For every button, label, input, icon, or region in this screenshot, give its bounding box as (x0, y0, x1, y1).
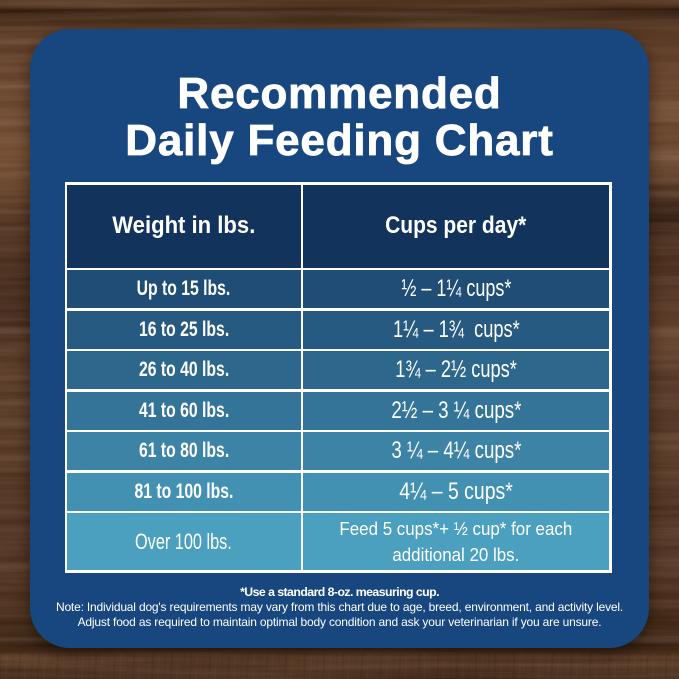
table-row-4: 41 to 60 lbs. 2½ – 3 ¼ cups* (67, 391, 609, 430)
cups-text: 2½ – 3 ¼ cups* (390, 396, 522, 424)
weight-cell: 61 to 80 lbs. (67, 432, 301, 470)
cups-text: Feed 5 cups*+ ½ cup* for each additional… (339, 518, 573, 565)
header-cups-label: Cups per day* (385, 212, 527, 239)
weight-cell: 26 to 40 lbs. (67, 351, 301, 389)
table-row-2: 16 to 25 lbs. 1¼ – 1¾ cups* (67, 310, 609, 349)
table-row-6: 81 to 100 lbs. 4¼ – 5 cups* (67, 472, 609, 511)
disclaimer-line-1: Note: Individual dog's requirements may … (55, 600, 624, 614)
table-header-row: Weight in lbs. Cups per day* (67, 184, 609, 268)
measuring-cup-note: *Use a standard 8-oz. measuring cup. (240, 585, 439, 599)
table-row-5: 61 to 80 lbs. 3 ¼ – 4¼ cups* (67, 432, 609, 470)
weight-cell: 81 to 100 lbs. (67, 472, 301, 511)
page-title: Recommended Daily Feeding Chart (30, 69, 649, 165)
table-row-1: Up to 15 lbs. ½ – 1¼ cups* (67, 270, 609, 308)
weight-text: 26 to 40 lbs. (138, 358, 229, 381)
feeding-table: Weight in lbs. Cups per day* Up to 15 lb… (64, 182, 612, 573)
cups-text: 4¼ – 5 cups* (399, 477, 513, 505)
cups-text: 1¼ – 1¾ cups* (392, 315, 520, 343)
disclaimer-line-2: Adjust food as required to maintain opti… (77, 614, 602, 629)
weight-cell: 16 to 25 lbs. (67, 310, 301, 349)
cups-cell: 4¼ – 5 cups* (303, 472, 609, 511)
cups-cell: Feed 5 cups*+ ½ cup* for each additional… (303, 513, 609, 570)
cups-text: 1¾ – 2½ cups* (395, 356, 517, 383)
header-cups: Cups per day* (303, 184, 609, 268)
cups-cell: 3 ¼ – 4¼ cups* (303, 432, 609, 470)
weight-text: Over 100 lbs. (135, 528, 233, 554)
cups-text: ½ – 1¼ cups* (400, 275, 512, 302)
cups-cell: ½ – 1¼ cups* (303, 270, 609, 308)
title-line-1: Recommended (177, 69, 502, 118)
cups-text: 3 ¼ – 4¼ cups* (390, 437, 522, 464)
weight-text: Up to 15 lbs. (136, 277, 231, 300)
cups-cell: 1¾ – 2½ cups* (303, 351, 609, 389)
weight-cell: 41 to 60 lbs. (67, 391, 301, 430)
header-weight-label: Weight in lbs. (112, 212, 256, 239)
weight-cell: Over 100 lbs. (67, 513, 301, 570)
cups-cell: 2½ – 3 ¼ cups* (303, 391, 609, 430)
title-line-2: Daily Feeding Chart (125, 115, 554, 165)
weight-cell: Up to 15 lbs. (67, 270, 301, 308)
disclaimer-note: Note: Individual dog's requirements may … (24, 600, 655, 629)
weight-text: 81 to 100 lbs. (134, 479, 234, 503)
cups-cell: 1¼ – 1¾ cups* (303, 310, 609, 349)
weight-text: 16 to 25 lbs. (138, 317, 229, 341)
weight-text: 41 to 60 lbs. (138, 398, 229, 422)
table-row-3: 26 to 40 lbs. 1¾ – 2½ cups* (67, 351, 609, 389)
header-weight: Weight in lbs. (67, 184, 301, 268)
feeding-chart-card: Recommended Daily Feeding Chart Weight i… (30, 29, 649, 648)
weight-text: 61 to 80 lbs. (138, 439, 229, 462)
table-row-7: Over 100 lbs. Feed 5 cups*+ ½ cup* for ea… (67, 513, 609, 570)
